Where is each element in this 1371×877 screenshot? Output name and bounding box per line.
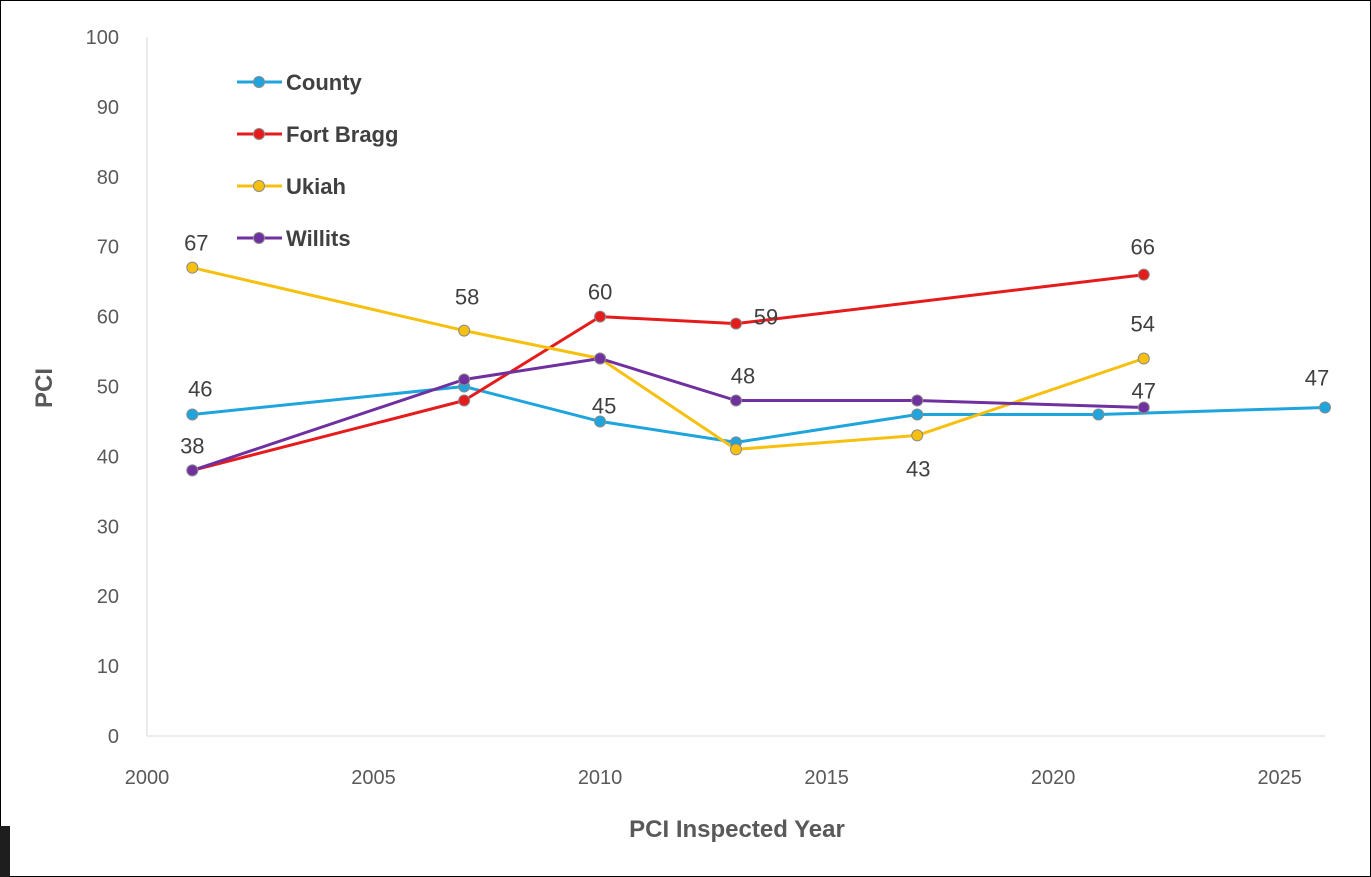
y-tick-label: 10: [97, 656, 119, 678]
legend-marker-willits: [253, 232, 265, 244]
data-point-ukiah: [186, 261, 199, 274]
data-point-county: [1092, 408, 1105, 421]
data-point-county: [186, 408, 199, 421]
x-tick-label: 2015: [804, 767, 849, 789]
y-tick-label: 20: [97, 586, 119, 608]
y-tick-label: 60: [97, 307, 119, 329]
data-label-willits: 48: [731, 363, 755, 388]
legend-label-fort-bragg: Fort Bragg: [286, 122, 398, 147]
legend-label-ukiah: Ukiah: [286, 174, 346, 199]
data-label-fort-bragg: 66: [1131, 235, 1155, 260]
data-label-ukiah: 43: [906, 456, 930, 481]
series-line-fort-bragg: [191, 273, 1144, 472]
series-points: [186, 261, 1331, 477]
series-line-willits: [191, 357, 1144, 472]
x-tick-label: 2025: [1257, 767, 1302, 789]
data-point-willits: [186, 464, 199, 477]
data-point-willits: [458, 373, 471, 386]
data-point-county: [1319, 401, 1331, 414]
data-label-willits: 47: [1132, 378, 1156, 403]
data-label-ukiah: 67: [184, 231, 208, 256]
data-label-county: 47: [1305, 365, 1329, 390]
data-point-fort-bragg: [458, 394, 471, 407]
axes: [146, 37, 1325, 737]
data-point-ukiah: [1137, 352, 1150, 365]
data-point-willits: [911, 394, 924, 407]
data-point-county: [594, 415, 607, 428]
data-point-ukiah: [911, 429, 924, 442]
y-tick-label: 100: [86, 27, 119, 49]
data-point-ukiah: [458, 324, 471, 337]
y-tick-label: 50: [97, 377, 119, 399]
data-label-fort-bragg: 59: [754, 305, 778, 330]
data-point-fort-bragg: [730, 317, 742, 330]
data-point-county: [911, 408, 924, 421]
y-tick-label: 40: [97, 446, 119, 468]
x-tick-label: 2010: [578, 767, 623, 789]
y-tick-label: 0: [108, 726, 119, 748]
x-tick-label: 2000: [125, 767, 170, 789]
x-tick-label: 2020: [1031, 767, 1076, 789]
x-tick-label: 2005: [351, 767, 396, 789]
data-label-county: 46: [188, 376, 212, 401]
data-labels: 46 45 47 60 59 66 67 58 43 54 38 48 47: [180, 231, 1329, 482]
data-point-ukiah: [730, 443, 742, 456]
data-point-willits: [1137, 401, 1150, 414]
series-lines: [191, 266, 1326, 472]
data-point-fort-bragg: [594, 310, 607, 323]
y-tick-label: 80: [97, 167, 119, 189]
y-axis-title: PCI: [31, 368, 58, 408]
data-label-willits: 38: [180, 433, 204, 458]
y-tick-labels: 0 10 20 30 40 50 60 70 80 90 100: [86, 27, 119, 748]
legend-marker-fort-bragg: [253, 128, 265, 140]
x-axis-title: PCI Inspected Year: [629, 816, 845, 843]
legend-marker-ukiah: [253, 180, 265, 192]
y-tick-label: 90: [97, 97, 119, 119]
legend-label-county: County: [286, 70, 363, 95]
legend: County Fort Bragg Ukiah Willits: [237, 70, 398, 251]
series-line-ukiah: [191, 266, 1145, 451]
data-label-ukiah: 58: [455, 285, 479, 310]
y-tick-label: 30: [97, 516, 119, 538]
y-tick-label: 70: [97, 237, 119, 259]
data-point-willits: [730, 394, 742, 407]
legend-marker-county: [253, 76, 265, 88]
data-point-fort-bragg: [1137, 268, 1150, 281]
data-point-willits: [594, 352, 607, 365]
data-label-fort-bragg: 60: [588, 280, 612, 305]
data-label-county: 45: [592, 393, 616, 418]
legend-label-willits: Willits: [286, 226, 351, 251]
x-tick-labels: 2000 2005 2010 2015 2020 2025: [125, 767, 1302, 789]
data-label-ukiah: 54: [1131, 312, 1155, 337]
window-corner-fragment: [0, 826, 10, 877]
